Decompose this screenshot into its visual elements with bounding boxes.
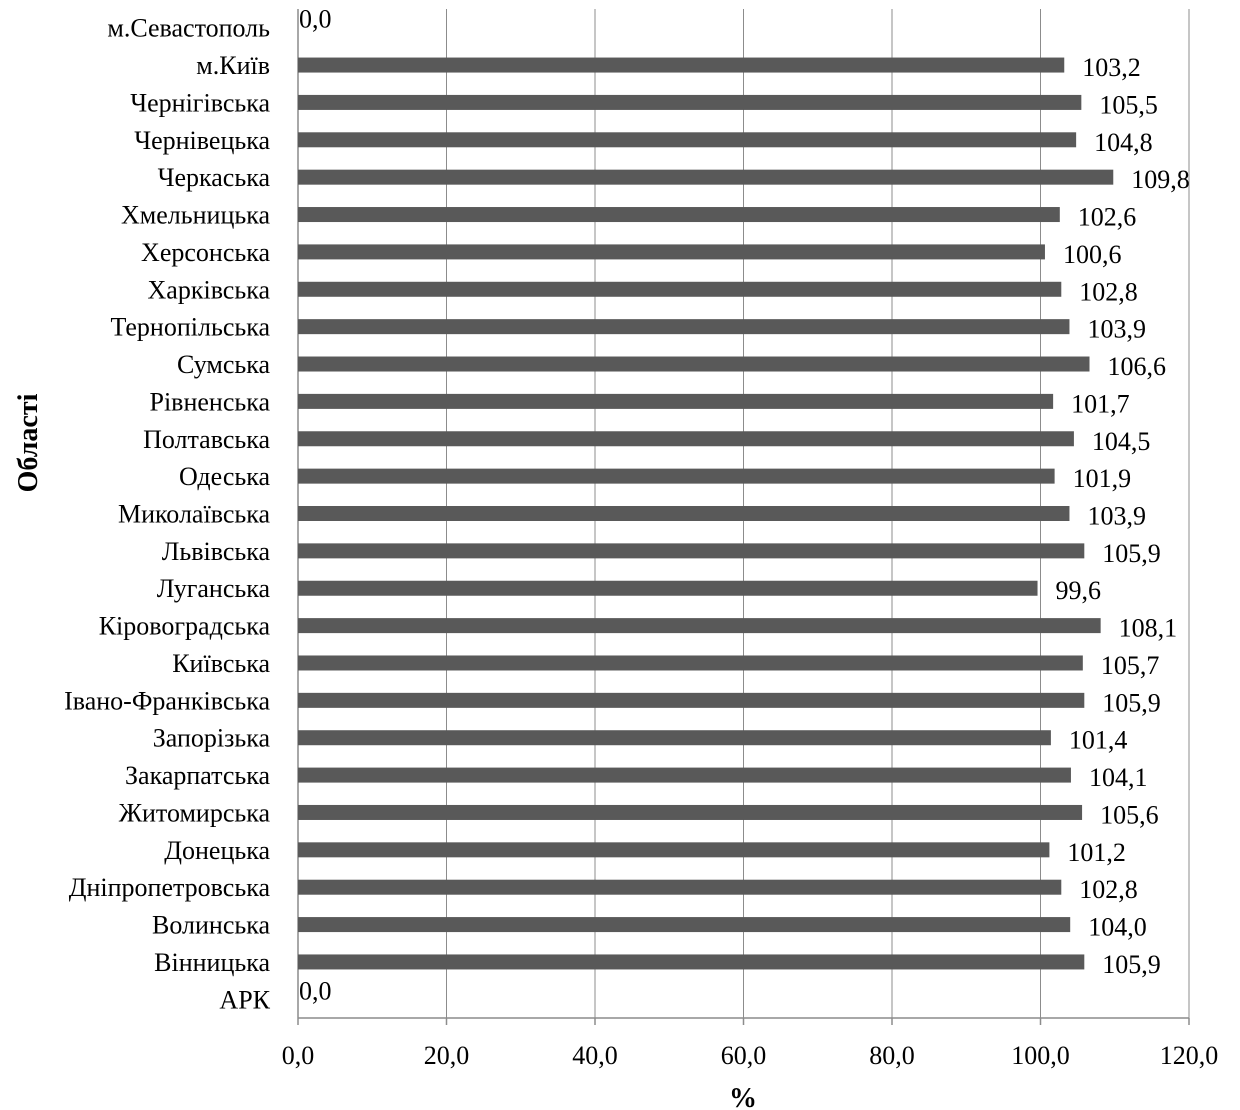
x-tick-label: 100,0 (1011, 1041, 1070, 1070)
bar (298, 57, 1065, 73)
category-label: м.Севастополь (107, 14, 270, 43)
bar (298, 169, 1114, 185)
bar (298, 244, 1045, 260)
category-label: Вінницька (154, 948, 270, 977)
category-label: Черкаська (158, 163, 271, 192)
bar (298, 804, 1083, 820)
category-label: Полтавська (143, 425, 270, 454)
data-label: 108,1 (1119, 614, 1178, 643)
bar (298, 580, 1038, 596)
bar (298, 655, 1083, 671)
data-label: 106,6 (1108, 352, 1167, 381)
category-label: Житомирська (119, 798, 271, 827)
bar (298, 319, 1070, 335)
category-label: Миколаївська (118, 500, 270, 529)
data-label: 0,0 (299, 5, 332, 34)
labels: 0,0 20,0 40,0 60,0 80,0 100,0 120,0 АРК 0,0 Вінни… (64, 5, 1218, 1070)
data-label: 105,5 (1099, 90, 1158, 119)
bar (298, 954, 1085, 970)
data-label: 105,6 (1100, 800, 1159, 829)
data-label: 99,6 (1056, 576, 1102, 605)
bar (298, 431, 1074, 447)
data-label: 0,0 (299, 976, 332, 1005)
data-label: 101,9 (1073, 464, 1132, 493)
x-tick-label: 20,0 (424, 1041, 470, 1070)
data-label: 102,8 (1079, 277, 1138, 306)
data-label: 109,8 (1131, 165, 1190, 194)
x-axis-title: % (729, 1083, 757, 1110)
category-label: Харківська (148, 275, 271, 304)
bar (298, 767, 1071, 783)
data-label: 102,6 (1078, 203, 1137, 232)
data-label: 104,0 (1088, 913, 1147, 942)
x-tick-label: 120,0 (1160, 1041, 1219, 1070)
bar (298, 506, 1070, 521)
category-label: Тернопільська (111, 313, 271, 342)
data-label: 105,9 (1102, 539, 1161, 568)
data-label: 103,9 (1087, 502, 1146, 531)
bar (298, 468, 1055, 484)
category-label: м.Київ (196, 51, 270, 80)
category-label: Кіровоградська (99, 612, 271, 641)
category-label: Волинська (152, 911, 270, 940)
category-label: Чернівецька (134, 126, 270, 155)
bar (298, 692, 1085, 708)
data-label: 101,4 (1069, 726, 1128, 755)
bar (298, 393, 1054, 409)
data-label: 103,2 (1082, 53, 1141, 82)
category-label: Рівненська (149, 387, 270, 416)
data-label: 104,8 (1094, 128, 1153, 157)
bar (298, 879, 1062, 895)
category-label: Львівська (162, 537, 271, 566)
data-label: 102,8 (1079, 875, 1138, 904)
data-label: 101,2 (1067, 838, 1126, 867)
data-label: 103,9 (1087, 315, 1146, 344)
data-label: 100,6 (1063, 240, 1122, 269)
bar (298, 917, 1071, 933)
category-label: Дніпропетровська (69, 873, 271, 902)
category-label: Івано-Франківська (64, 686, 270, 715)
category-label: Сумська (177, 350, 270, 379)
y-axis-title: Області (13, 393, 44, 492)
data-label: 101,7 (1071, 389, 1130, 418)
data-label: 105,9 (1102, 688, 1161, 717)
bar (298, 94, 1082, 110)
bar (298, 618, 1101, 634)
category-label: Чернігівська (130, 88, 270, 117)
bar (298, 842, 1050, 858)
bar (298, 132, 1077, 148)
category-label: Запорізька (153, 724, 271, 753)
bar (298, 207, 1060, 223)
category-label: Херсонська (141, 238, 270, 267)
bar (298, 730, 1051, 746)
category-label: Луганська (157, 574, 271, 603)
x-tick-label: 0,0 (282, 1041, 315, 1070)
data-label: 104,1 (1089, 763, 1148, 792)
data-label: 104,5 (1092, 427, 1151, 456)
category-label: АРК (219, 985, 270, 1014)
data-label: 105,7 (1101, 651, 1160, 680)
category-label: Донецька (164, 836, 270, 865)
x-tick-label: 80,0 (869, 1041, 915, 1070)
data-label: 105,9 (1102, 950, 1161, 979)
category-label: Закарпатська (125, 761, 270, 790)
bar (298, 281, 1062, 297)
x-tick-label: 60,0 (721, 1041, 767, 1070)
x-tick-label: 40,0 (572, 1041, 618, 1070)
category-label: Київська (172, 649, 270, 678)
bar (298, 356, 1090, 372)
category-label: Хмельницька (121, 201, 270, 230)
bars (298, 57, 1114, 970)
bar (298, 543, 1085, 559)
category-label: Одеська (179, 462, 270, 491)
